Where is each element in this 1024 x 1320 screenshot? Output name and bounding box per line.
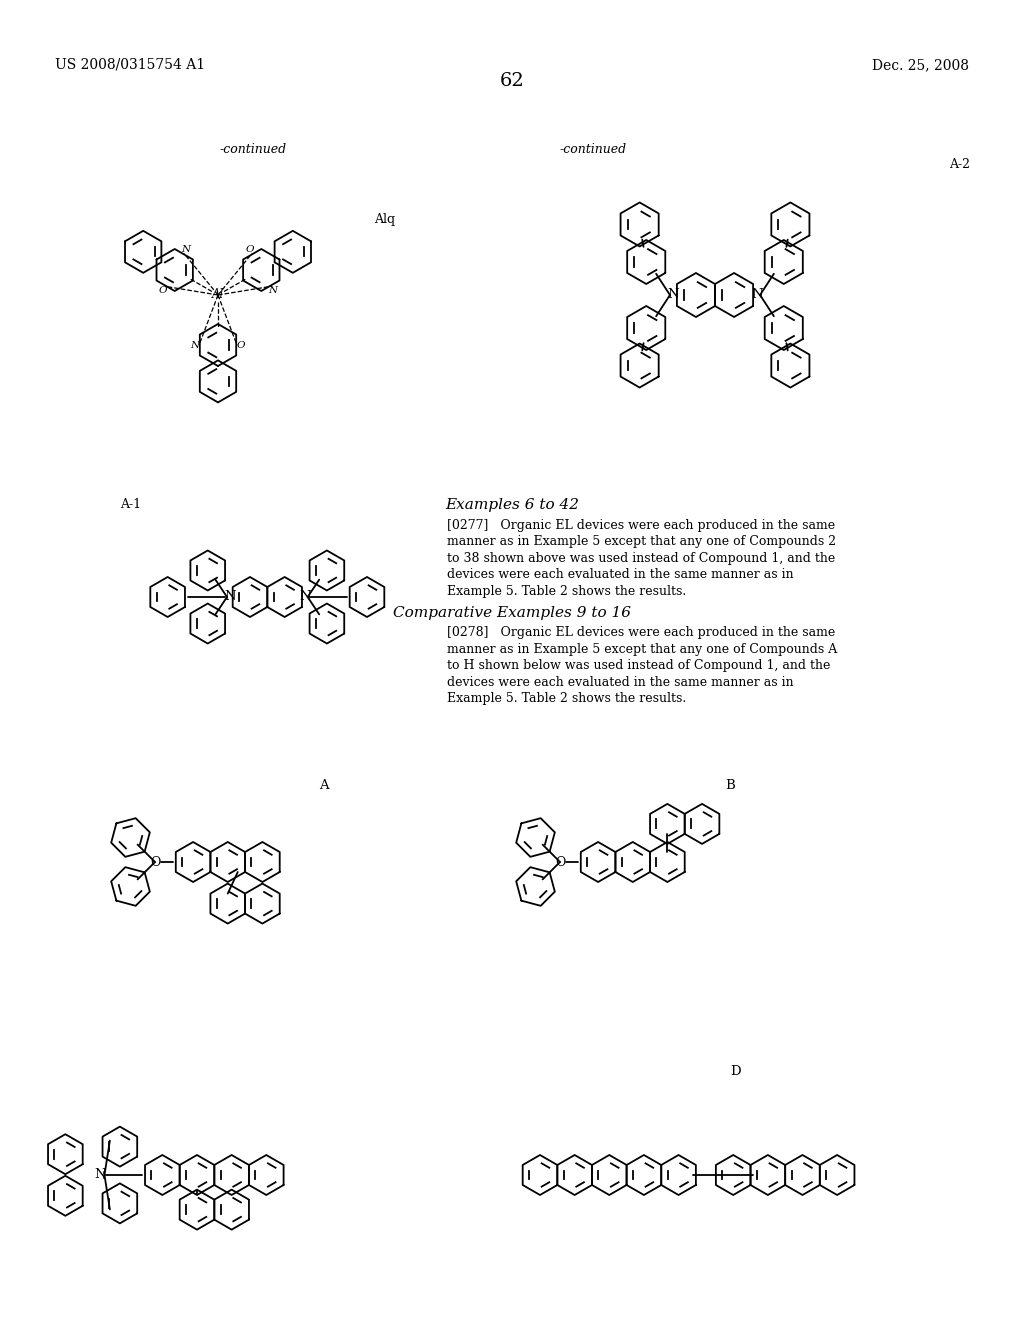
Text: N: N bbox=[190, 341, 200, 350]
Text: N: N bbox=[299, 590, 310, 603]
Text: N: N bbox=[181, 246, 190, 255]
Text: O: O bbox=[237, 341, 246, 350]
Text: O: O bbox=[246, 246, 254, 255]
Text: devices were each evaluated in the same manner as in: devices were each evaluated in the same … bbox=[447, 676, 794, 689]
Text: Examples 6 to 42: Examples 6 to 42 bbox=[445, 498, 579, 512]
Text: to 38 shown above was used instead of Compound 1, and the: to 38 shown above was used instead of Co… bbox=[447, 552, 836, 565]
Text: Dec. 25, 2008: Dec. 25, 2008 bbox=[872, 58, 969, 73]
Text: O: O bbox=[150, 855, 160, 869]
Text: A: A bbox=[319, 779, 329, 792]
Text: N: N bbox=[224, 590, 236, 603]
Text: Comparative Examples 9 to 16: Comparative Examples 9 to 16 bbox=[393, 606, 631, 620]
Text: Example 5. Table 2 shows the results.: Example 5. Table 2 shows the results. bbox=[447, 585, 686, 598]
Text: -continued: -continued bbox=[219, 143, 287, 156]
Text: Al: Al bbox=[212, 289, 224, 301]
Text: N: N bbox=[667, 289, 679, 301]
Text: N: N bbox=[268, 285, 278, 294]
Text: 62: 62 bbox=[500, 73, 524, 90]
Text: A-1: A-1 bbox=[120, 498, 141, 511]
Text: to H shown below was used instead of Compound 1, and the: to H shown below was used instead of Com… bbox=[447, 659, 830, 672]
Text: Alq: Alq bbox=[375, 213, 395, 226]
Text: A-2: A-2 bbox=[949, 158, 970, 172]
Text: -continued: -continued bbox=[559, 143, 627, 156]
Text: O: O bbox=[159, 285, 167, 294]
Text: N: N bbox=[94, 1168, 105, 1181]
Text: manner as in Example 5 except that any one of Compounds 2: manner as in Example 5 except that any o… bbox=[447, 536, 837, 549]
Text: [0278]   Organic EL devices were each produced in the same: [0278] Organic EL devices were each prod… bbox=[447, 626, 836, 639]
Text: D: D bbox=[731, 1065, 741, 1078]
Text: [0277]   Organic EL devices were each produced in the same: [0277] Organic EL devices were each prod… bbox=[447, 519, 836, 532]
Text: O: O bbox=[555, 855, 565, 869]
Text: devices were each evaluated in the same manner as in: devices were each evaluated in the same … bbox=[447, 569, 794, 582]
Text: Example 5. Table 2 shows the results.: Example 5. Table 2 shows the results. bbox=[447, 692, 686, 705]
Text: US 2008/0315754 A1: US 2008/0315754 A1 bbox=[55, 58, 205, 73]
Text: manner as in Example 5 except that any one of Compounds A: manner as in Example 5 except that any o… bbox=[447, 643, 838, 656]
Text: B: B bbox=[725, 779, 735, 792]
Text: N: N bbox=[752, 289, 763, 301]
